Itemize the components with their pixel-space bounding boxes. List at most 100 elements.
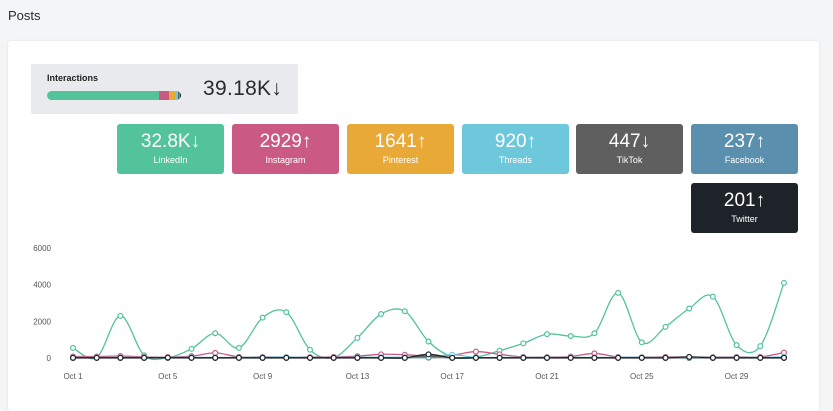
data-point	[188, 345, 195, 352]
data-point	[259, 314, 266, 321]
trend-icon: ↑	[755, 131, 766, 152]
data-point	[662, 354, 669, 361]
network-label: Threads	[498, 155, 533, 165]
x-tick-label: Oct 9	[253, 372, 273, 381]
network-value: 447	[608, 131, 641, 152]
network-value: 920	[494, 131, 527, 152]
y-tick-label: 4000	[33, 281, 51, 290]
data-point	[425, 351, 432, 358]
breakdown-segment-1	[159, 91, 170, 100]
y-tick-label: 0	[47, 354, 52, 363]
y-tick-label: 6000	[33, 244, 51, 253]
data-point	[354, 334, 361, 341]
interactions-label: Interactions	[47, 73, 99, 83]
trend-icon: ↑	[526, 131, 537, 152]
data-point	[543, 331, 550, 338]
data-point	[567, 332, 574, 339]
data-point	[212, 354, 219, 361]
data-point	[378, 354, 385, 361]
line-chart-svg: 0 2000 4000 6000 Oct 1 Oct 5 Oct 9 Oct 13 Oct 17…	[33, 244, 787, 381]
data-point	[567, 354, 574, 361]
data-point	[780, 279, 787, 286]
network-tile-tiktok[interactable]: 447↓ TikTok	[576, 124, 683, 174]
data-point	[401, 354, 408, 361]
x-tick-label: Oct 29	[725, 372, 749, 381]
trend-icon: ↑	[301, 131, 312, 152]
data-point	[638, 339, 645, 346]
breakdown-segment-0	[47, 91, 160, 100]
network-tile-pinterest[interactable]: 1641↑ Pinterest	[347, 124, 454, 174]
data-point	[520, 354, 527, 361]
data-point	[591, 354, 598, 361]
data-point	[757, 354, 764, 361]
data-point	[733, 354, 740, 361]
data-point	[354, 354, 361, 361]
network-value: 201	[723, 190, 756, 211]
data-point	[141, 354, 148, 361]
data-point	[615, 289, 622, 296]
data-point	[164, 354, 171, 361]
breakdown-segment-6	[180, 91, 181, 100]
x-tick-label: Oct 5	[158, 372, 178, 381]
data-point	[543, 354, 550, 361]
interactions-total: 39.18K↓	[203, 77, 282, 101]
data-point	[638, 354, 645, 361]
network-value: 1641	[374, 131, 417, 152]
x-tick-label: Oct 25	[630, 372, 654, 381]
data-point	[69, 354, 76, 361]
data-point	[259, 354, 266, 361]
interactions-trend-icon: ↓	[271, 77, 283, 100]
data-point	[757, 343, 764, 350]
network-tile-linkedin[interactable]: 32.8K↓ LinkedIn	[117, 124, 224, 174]
data-point	[307, 354, 314, 361]
data-point	[615, 354, 622, 361]
data-point	[520, 340, 527, 347]
interactions-total-value: 39.18K	[203, 77, 272, 100]
network-tile-instagram[interactable]: 2929↑ Instagram	[232, 124, 339, 174]
network-tile-twitter[interactable]: 201↑ Twitter	[691, 183, 798, 233]
trend-icon: ↑	[755, 190, 766, 211]
data-point	[496, 354, 503, 361]
network-label: TikTok	[616, 155, 643, 165]
network-value: 2929	[259, 131, 302, 152]
x-tick-label: Oct 17	[440, 372, 464, 381]
data-point	[117, 354, 124, 361]
data-point	[472, 354, 479, 361]
breakdown-segment-3	[174, 91, 178, 100]
x-tick-label: Oct 13	[346, 372, 370, 381]
network-label: Instagram	[265, 155, 306, 165]
data-point	[780, 354, 787, 361]
data-point	[709, 293, 716, 300]
series-line-0	[72, 282, 785, 361]
data-point	[378, 310, 385, 317]
network-tile-facebook[interactable]: 237↑ Facebook	[691, 124, 798, 174]
data-point	[401, 308, 408, 315]
breakdown-segment-5	[179, 91, 181, 100]
data-point	[733, 342, 740, 349]
x-tick-label: Oct 21	[535, 372, 559, 381]
interactions-breakdown-bar	[47, 91, 181, 100]
data-point	[117, 312, 124, 319]
data-point	[425, 338, 432, 345]
network-label: Twitter	[731, 214, 758, 224]
interactions-summary: Interactions 39.18K↓	[31, 64, 298, 114]
data-point	[591, 330, 598, 337]
data-point	[188, 354, 195, 361]
data-point	[662, 323, 669, 330]
x-tick-label: Oct 1	[63, 372, 83, 381]
y-tick-label: 2000	[33, 317, 51, 326]
data-point	[449, 354, 456, 361]
data-point	[235, 344, 242, 351]
trend-icon: ↓	[190, 131, 201, 152]
data-point	[709, 354, 716, 361]
breakdown-segment-4	[177, 91, 180, 100]
network-value: 237	[723, 131, 756, 152]
data-point	[472, 348, 479, 355]
network-tile-threads[interactable]: 920↑ Threads	[462, 124, 569, 174]
data-point	[93, 354, 100, 361]
data-point	[686, 353, 693, 360]
data-point	[235, 354, 242, 361]
network-label: Pinterest	[382, 155, 419, 165]
data-point	[283, 354, 290, 361]
trend-icon: ↓	[640, 131, 651, 152]
